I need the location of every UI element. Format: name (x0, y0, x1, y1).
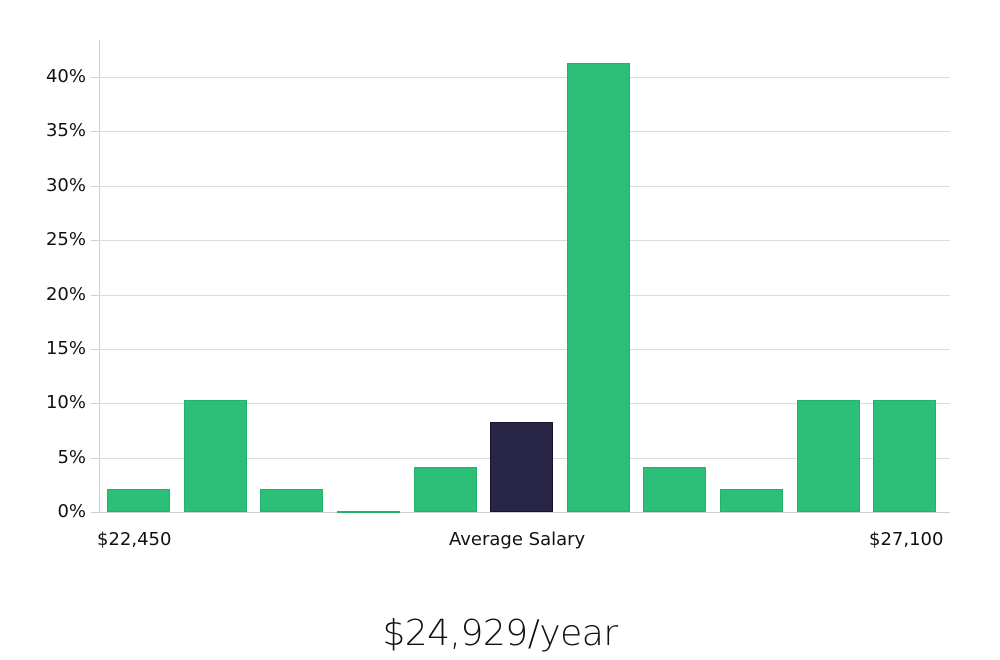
histogram-bar (414, 467, 477, 512)
histogram-bar (337, 511, 400, 513)
x-min-label: $22,450 (97, 529, 172, 550)
histogram-bar (184, 400, 247, 512)
gridline (99, 131, 950, 132)
gridline (99, 295, 950, 296)
histogram-bar (720, 489, 783, 512)
y-tick-mark (91, 512, 99, 513)
gridline (99, 77, 950, 78)
histogram-bar (873, 400, 936, 512)
y-tick-mark (91, 186, 99, 187)
histogram-bar (797, 400, 860, 512)
y-tick-mark (91, 295, 99, 296)
y-axis-line (99, 40, 100, 512)
x-axis-title: Average Salary (449, 529, 586, 550)
salary-histogram-chart: 0% 5% 10% 15% 20% 25% 30% 35% 40% $22,450 Average … (45, 40, 950, 550)
histogram-bar (260, 489, 323, 512)
y-tick-label: 30% (45, 175, 86, 196)
y-tick-mark (91, 458, 99, 459)
histogram-bar (107, 489, 170, 512)
y-tick-label: 25% (45, 229, 86, 250)
x-axis-line (99, 512, 950, 513)
y-tick-mark (91, 77, 99, 78)
gridline (99, 349, 950, 350)
average-salary-bar (490, 422, 553, 512)
y-tick-label: 5% (57, 447, 86, 468)
y-tick-mark (91, 403, 99, 404)
gridline (99, 403, 950, 404)
y-tick-mark (91, 240, 99, 241)
y-tick-label: 15% (45, 338, 86, 359)
y-tick-label: 35% (45, 120, 86, 141)
gridline (99, 240, 950, 241)
y-tick-mark (91, 131, 99, 132)
histogram-bar (643, 467, 706, 512)
y-tick-label: 40% (45, 66, 86, 87)
y-tick-label: 0% (57, 501, 86, 522)
gridline (99, 186, 950, 187)
histogram-bar (567, 63, 630, 512)
y-tick-mark (91, 349, 99, 350)
average-salary-value: $24,929/year (382, 613, 618, 654)
y-tick-label: 10% (45, 392, 86, 413)
x-max-label: $27,100 (869, 529, 944, 550)
y-tick-label: 20% (45, 284, 86, 305)
